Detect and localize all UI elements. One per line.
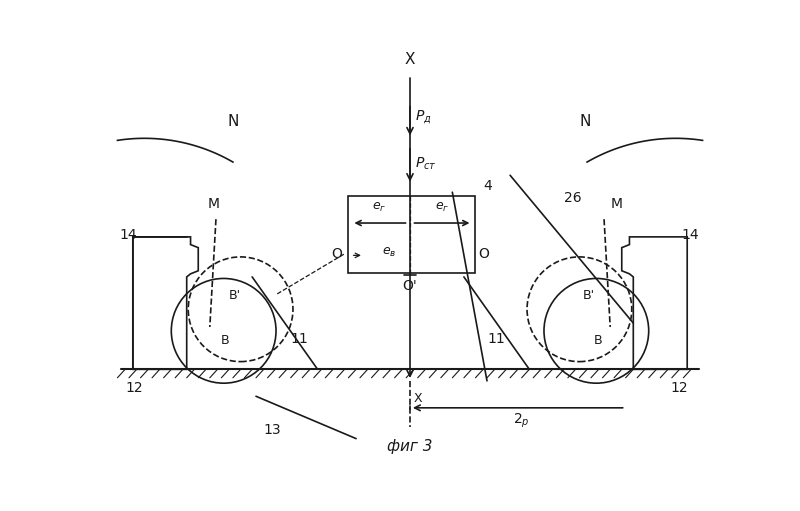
Text: 13: 13 [264,423,282,437]
Text: O': O' [402,279,418,293]
Bar [349,196,475,273]
Text: B: B [594,334,602,346]
Text: B: B [221,334,230,346]
Text: O: O [331,247,342,261]
Text: $e_{г}$: $e_{г}$ [372,201,386,214]
Text: M: M [208,197,220,212]
Text: $P_{ст}$: $P_{ст}$ [415,155,437,172]
Text: $e_{в}$: $e_{в}$ [382,246,396,259]
Text: 11: 11 [290,332,308,345]
Text: X: X [414,392,422,405]
Text: O: O [478,247,490,261]
Text: 14: 14 [681,227,698,242]
Text: $e_{г}$: $e_{г}$ [435,201,450,214]
Text: X: X [405,53,415,67]
Text: N: N [227,114,238,129]
Text: $2_{р}$: $2_{р}$ [514,412,530,430]
Text: $P_{д}$: $P_{д}$ [415,108,432,126]
Text: 12: 12 [125,381,142,395]
Text: 11: 11 [487,332,505,345]
Text: M: M [610,197,622,212]
Text: B': B' [228,289,241,302]
Text: 4: 4 [483,179,492,193]
Text: 14: 14 [119,227,137,242]
Text: N: N [580,114,591,129]
Text: B': B' [582,289,594,302]
Text: 12: 12 [670,381,688,395]
Text: 26: 26 [564,192,582,205]
Text: фиг 3: фиг 3 [387,439,433,454]
